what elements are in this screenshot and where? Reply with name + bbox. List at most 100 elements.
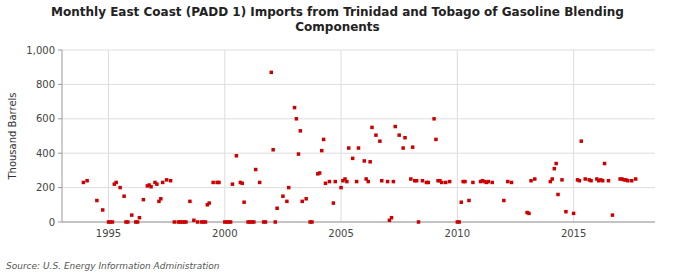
point (304, 197, 308, 201)
point (370, 126, 374, 129)
point (403, 136, 407, 140)
point (111, 220, 115, 224)
x-grid-line (573, 50, 574, 222)
point (553, 167, 557, 171)
point (572, 212, 576, 216)
y-axis-label: Thousand Barrels (7, 92, 18, 180)
point (440, 181, 444, 185)
point (211, 181, 215, 185)
point (351, 157, 355, 161)
point (471, 181, 475, 185)
point (432, 117, 436, 121)
point (271, 148, 275, 152)
point (258, 181, 262, 185)
x-tick-label: 2010 (445, 228, 470, 239)
point (333, 180, 337, 184)
point (427, 181, 431, 185)
y-grid-line (62, 50, 655, 51)
point (295, 117, 299, 121)
y-tick (58, 84, 62, 85)
point (240, 182, 244, 186)
point (95, 199, 99, 203)
point (254, 168, 257, 172)
point (264, 220, 268, 224)
point (192, 219, 196, 223)
point (229, 220, 233, 224)
point (270, 71, 274, 75)
point (231, 182, 235, 186)
point (411, 145, 415, 149)
point (554, 162, 558, 166)
point (273, 220, 277, 224)
y-tick (58, 153, 62, 154)
y-tick (58, 222, 62, 223)
point (126, 220, 130, 224)
point (578, 179, 582, 183)
point (328, 180, 332, 184)
y-grid-line (62, 84, 655, 85)
point (235, 154, 239, 158)
y-tick (58, 118, 62, 119)
point (275, 206, 279, 210)
axes: 02004006008001,00019952000200520102015 (26, 45, 655, 240)
point (401, 146, 405, 150)
x-axis-line (62, 222, 655, 223)
point (380, 179, 384, 183)
point (463, 180, 467, 184)
y-tick (58, 50, 62, 51)
point (184, 220, 188, 224)
point (217, 181, 221, 185)
point (207, 201, 211, 205)
point (310, 220, 314, 224)
point (634, 177, 638, 181)
point (332, 201, 336, 205)
x-tick-label: 2000 (212, 228, 237, 239)
point (564, 210, 568, 214)
point (626, 179, 630, 183)
point (601, 179, 605, 183)
point (196, 220, 200, 224)
point (368, 160, 372, 164)
point (122, 194, 126, 198)
y-axis-line (62, 50, 63, 222)
point (434, 138, 438, 142)
point (159, 197, 163, 201)
point (149, 185, 153, 189)
point (155, 182, 159, 186)
point (487, 180, 491, 184)
title-line: Components (295, 20, 380, 34)
point (589, 179, 593, 183)
x-tick-label: 2015 (561, 228, 586, 239)
point (607, 179, 611, 183)
point (242, 200, 246, 204)
point (457, 220, 461, 224)
point (130, 213, 134, 217)
grid (62, 50, 655, 222)
point (114, 181, 118, 185)
y-tick-label: 0 (49, 217, 55, 228)
y-grid-line (62, 222, 655, 223)
point (299, 129, 303, 133)
point (529, 179, 533, 183)
point (363, 159, 367, 163)
point (165, 178, 169, 182)
x-grid-line (224, 50, 225, 222)
point (460, 200, 464, 204)
point (85, 179, 89, 183)
title-line: Monthly East Coast (PADD 1) Imports from… (51, 5, 624, 19)
point (409, 177, 413, 181)
y-grid-line (62, 153, 655, 154)
point (378, 139, 382, 143)
y-tick-label: 400 (36, 148, 55, 159)
y-tick-label: 200 (36, 182, 55, 193)
point (611, 213, 615, 217)
x-tick-label: 2005 (328, 228, 353, 239)
point (415, 179, 419, 183)
point (533, 177, 537, 181)
points (82, 71, 638, 224)
x-grid-line (341, 50, 342, 222)
point (393, 125, 397, 129)
x-grid-line (457, 50, 458, 222)
point (397, 133, 401, 137)
point (490, 181, 494, 185)
